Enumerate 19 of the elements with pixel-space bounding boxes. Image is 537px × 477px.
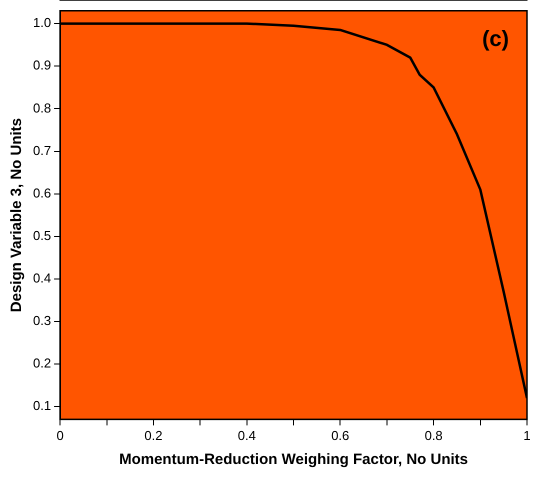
y-tick-label: 0.2 <box>32 356 52 371</box>
y-tick-label: 0.7 <box>32 142 52 158</box>
y-tick-label: 0.9 <box>32 58 52 73</box>
y-tick-label: 0.3 <box>32 313 52 328</box>
x-tick-label: 1 <box>523 428 531 443</box>
y-tick-label: 0.6 <box>32 185 52 200</box>
y-tick-label: 0.8 <box>32 100 52 116</box>
y-axis-title: Design Variable 3, No Units <box>8 118 26 312</box>
x-tick-label: 0.4 <box>238 428 256 443</box>
x-tick-label: 0.6 <box>331 428 350 443</box>
annotation: (c) <box>482 26 509 51</box>
y-tick-label: 0.4 <box>32 270 52 286</box>
y-tick-label: 0.1 <box>32 398 52 414</box>
x-axis-title: Momentum-Reduction Weighing Factor, No Units <box>119 451 468 468</box>
x-tick-label: 0 <box>56 428 64 443</box>
y-tick-label: 1.0 <box>32 15 52 30</box>
x-tick-label: 0.8 <box>424 428 443 443</box>
x-tick-label: 0.2 <box>144 428 162 443</box>
y-tick-label: 0.5 <box>32 228 52 243</box>
